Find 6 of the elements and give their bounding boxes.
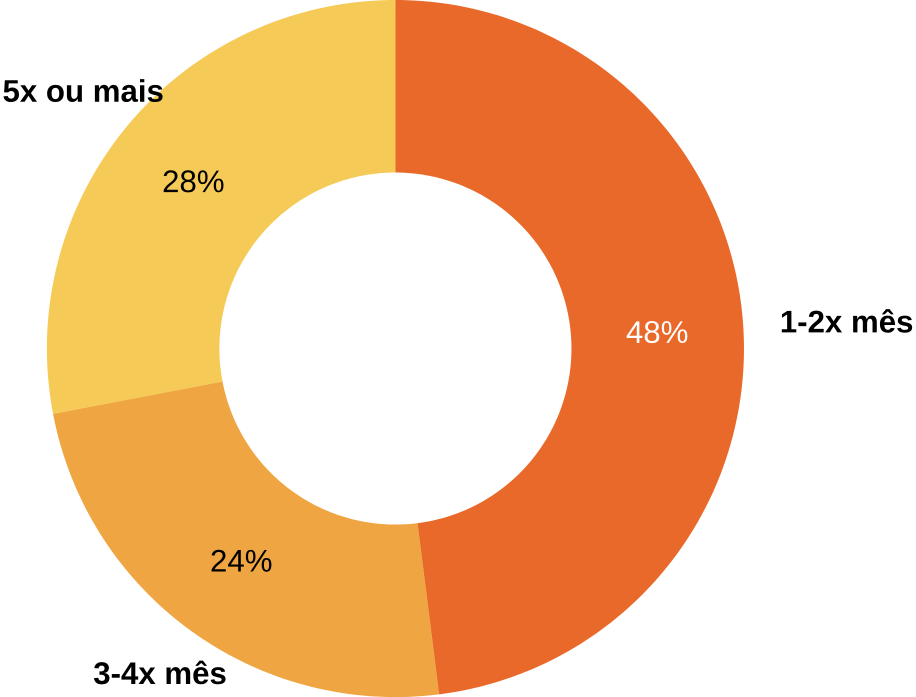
slice-label: 1-2x mês [782, 309, 912, 333]
slice-label: 5x ou mais [3, 79, 163, 102]
data-label: 28% [164, 170, 224, 192]
data-label: 24% [212, 550, 272, 572]
data-label: 48% [626, 320, 688, 344]
slice-label: 3-4x mês [94, 660, 226, 684]
